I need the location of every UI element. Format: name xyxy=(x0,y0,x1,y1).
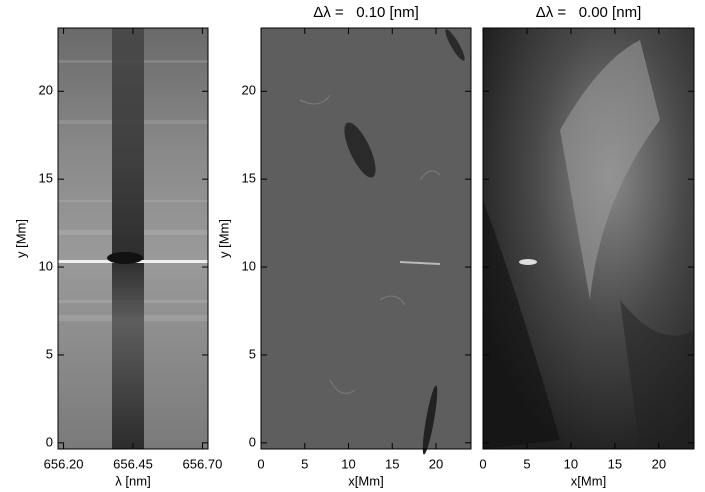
y-axis-label: y [Mm] xyxy=(13,219,28,258)
axes: 656.20 656.45 656.70 0 5 10 15 20 λ [nm] y [Mm] Δλ… xyxy=(13,4,695,488)
x-tick-label: 656.20 xyxy=(44,456,84,471)
y-tick-label: 20 xyxy=(242,83,256,98)
x-tick-label: 20 xyxy=(429,456,443,471)
x-tick-label: 656.45 xyxy=(113,456,153,471)
spectral-image xyxy=(58,28,208,449)
y-axis-label: y [Mm] xyxy=(216,219,231,258)
x-tick-label: 15 xyxy=(385,456,399,471)
x-tick-label: 5 xyxy=(523,456,530,471)
y-tick-label: 15 xyxy=(242,171,256,186)
x-tick-label: 20 xyxy=(652,456,666,471)
y-tick-label: 15 xyxy=(39,171,53,186)
x-tick-label: 10 xyxy=(341,456,355,471)
y-tick-label: 0 xyxy=(249,434,256,449)
x-tick-label: 5 xyxy=(301,456,308,471)
x-axis-label: λ [nm] xyxy=(115,473,150,488)
y-tick-label: 20 xyxy=(39,83,53,98)
y-tick-label: 5 xyxy=(249,346,256,361)
x-axis-label: x[Mm] xyxy=(348,473,383,488)
x-tick-label: 656.70 xyxy=(183,456,223,471)
y-tick-label: 10 xyxy=(242,259,256,274)
panel-title: Δλ = 0.10 [nm] xyxy=(313,4,418,21)
x-tick-label: 0 xyxy=(479,456,486,471)
y-tick-label: 0 xyxy=(46,434,53,449)
intensity-map xyxy=(261,28,471,455)
x-axis-label: x[Mm] xyxy=(571,473,606,488)
plot-frame xyxy=(260,27,472,450)
plot-frame xyxy=(482,27,695,450)
x-tick-label: 15 xyxy=(608,456,622,471)
x-tick-label: 0 xyxy=(257,456,264,471)
intensity-map xyxy=(483,28,694,449)
x-tick-label: 10 xyxy=(564,456,578,471)
y-tick-label: 10 xyxy=(39,259,53,274)
y-tick-label: 5 xyxy=(46,346,53,361)
panel-title: Δλ = 0.00 [nm] xyxy=(536,4,641,21)
